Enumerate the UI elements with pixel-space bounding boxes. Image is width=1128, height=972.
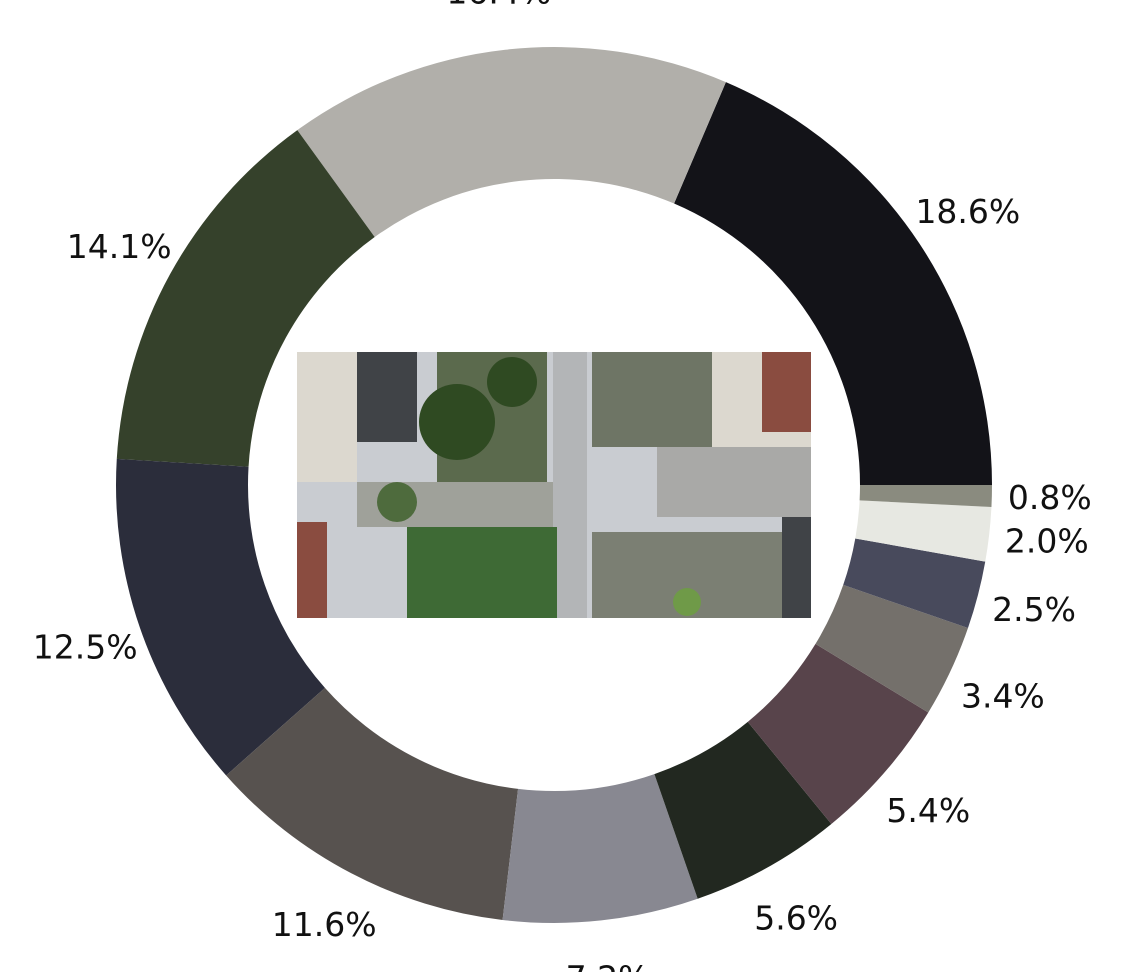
photo-lawn (407, 527, 557, 618)
slice-label-8: 3.4% (961, 676, 1045, 715)
center-aerial-photo (297, 352, 811, 618)
donut-slices (115, 46, 992, 923)
slice-4 (226, 687, 519, 920)
photo-roof-left (297, 522, 327, 618)
slice-10 (855, 500, 992, 562)
slice-1 (297, 46, 726, 238)
slice-label-1: 16.4% (446, 0, 551, 12)
photo-tree-3 (377, 482, 417, 522)
slice-11 (859, 485, 992, 507)
photo-tree-2 (487, 357, 537, 407)
slice-label-6: 5.6% (754, 898, 838, 937)
photo-tree-4 (673, 588, 701, 616)
photo-terrace (657, 447, 811, 517)
slice-label-4: 11.6% (272, 905, 377, 944)
photo-shadow-right (782, 517, 811, 618)
slice-labels: 18.6% 16.4% 14.1% 12.5% 11.6% 7.2% 5.6% 5.4% 3.4… (33, 0, 1092, 972)
slice-0 (674, 82, 992, 486)
slice-3 (115, 458, 325, 776)
photo-building-left (297, 352, 357, 482)
slice-6 (654, 721, 832, 899)
slice-label-11: 0.8% (1008, 478, 1092, 517)
slice-label-9: 2.5% (992, 590, 1076, 629)
slice-5 (502, 774, 698, 923)
slice-label-10: 2.0% (1005, 521, 1089, 560)
photo-courtyard-shadow (357, 352, 417, 442)
slice-label-3: 12.5% (33, 627, 138, 666)
photo-walkway (553, 352, 587, 618)
slice-2 (116, 130, 375, 467)
photo-tree-1 (419, 384, 495, 460)
slice-7 (747, 643, 929, 824)
slice-label-7: 5.4% (886, 791, 970, 830)
slice-label-5: 7.2% (566, 959, 650, 972)
slice-label-0: 18.6% (915, 192, 1020, 231)
slice-8 (815, 584, 968, 713)
slice-9 (843, 538, 986, 629)
photo-roof-right (762, 352, 811, 432)
slice-label-2: 14.1% (67, 227, 172, 266)
photo-garden-right (592, 352, 712, 447)
